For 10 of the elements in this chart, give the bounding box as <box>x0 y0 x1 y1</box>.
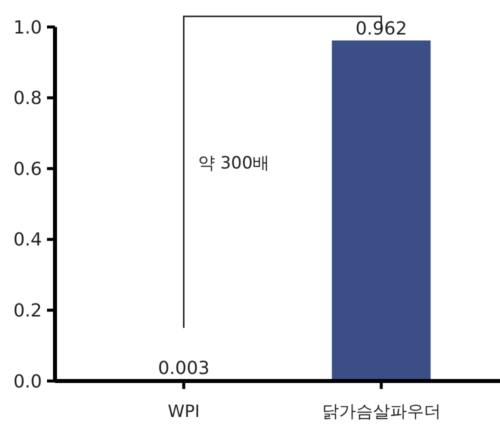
y-tick-label: 0.8 <box>13 88 42 110</box>
y-tick-label: 0.0 <box>13 371 42 392</box>
y-tick-label: 0.2 <box>13 300 42 322</box>
x-tick-label: 닭가슴살파우더 <box>322 402 441 422</box>
y-tick-label: 1.0 <box>13 17 42 38</box>
y-tick-label: 0.4 <box>13 230 42 251</box>
y-tick-label: 0.6 <box>13 158 42 180</box>
annotation: 약 300배 <box>198 154 270 174</box>
x-tick-label: WPI <box>168 402 200 422</box>
data-label: 0.003 <box>158 358 210 379</box>
